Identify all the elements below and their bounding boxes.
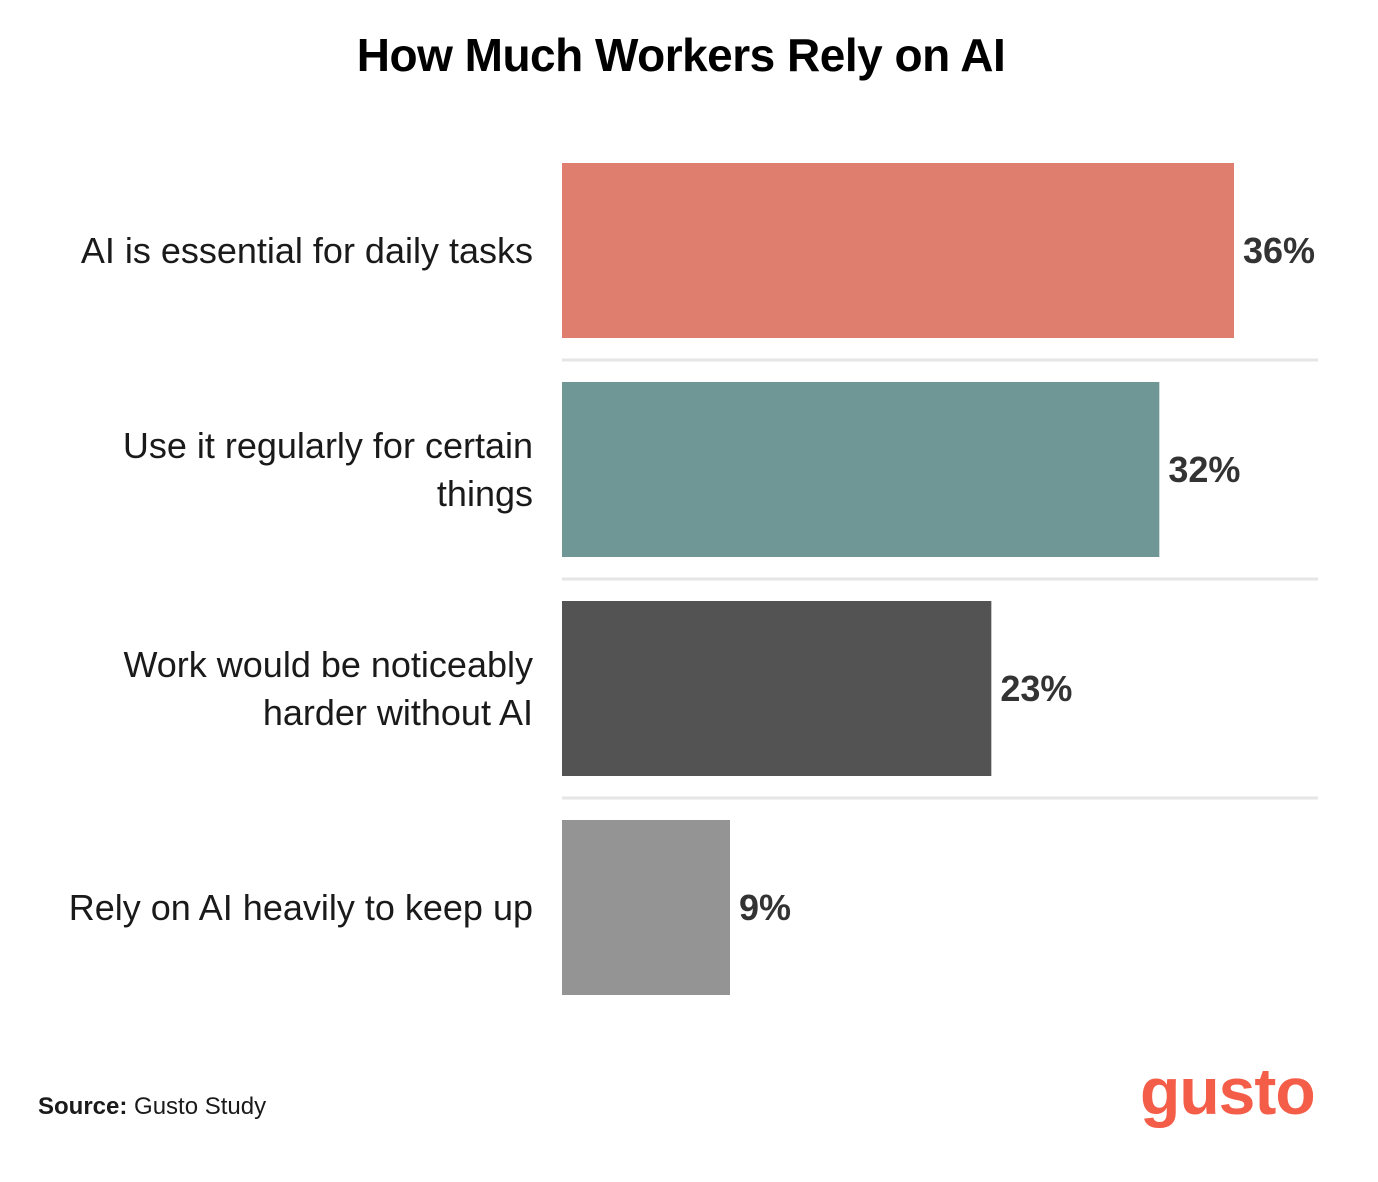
category-label-1: AI is essential for daily tasks (81, 230, 533, 271)
category-label-4: Rely on AI heavily to keep up (69, 887, 533, 928)
gusto-logo: gusto (1140, 1054, 1316, 1128)
category-label-2: Use it regularly for certain things (123, 425, 533, 514)
bar-4 (562, 820, 730, 995)
bar-1 (562, 163, 1234, 338)
category-label-line: harder without AI (263, 692, 533, 733)
category-label-line: Rely on AI heavily to keep up (69, 887, 533, 928)
source-label: Source: (38, 1093, 128, 1120)
category-label-line: Work would be noticeably (123, 644, 533, 685)
bar-2 (562, 382, 1160, 557)
source-text: Gusto Study (134, 1093, 267, 1120)
source-note: Source: Gusto Study (38, 1093, 266, 1121)
value-label-2: 32% (1168, 449, 1240, 490)
bar-3 (562, 601, 992, 776)
chart-title: How Much Workers Rely on AI (356, 29, 1006, 81)
category-label-3: Work would be noticeably harder without A… (123, 644, 533, 733)
category-label-line: AI is essential for daily tasks (81, 230, 533, 271)
value-label-3: 23% (1000, 668, 1072, 709)
value-label-1: 36% (1243, 230, 1315, 271)
category-label-line: Use it regularly for certain (123, 425, 533, 466)
value-label-4: 9% (739, 887, 791, 928)
category-label-line: things (437, 473, 533, 514)
